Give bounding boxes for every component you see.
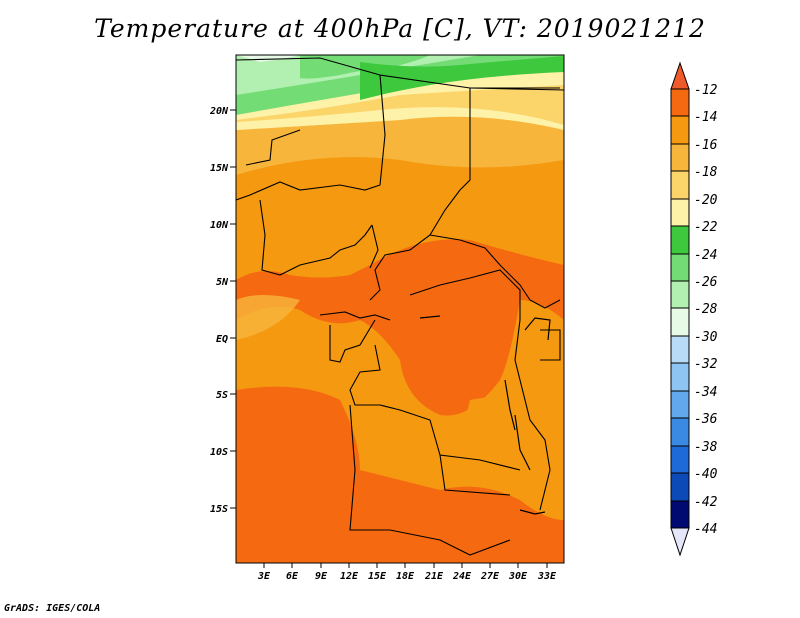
map-title: Temperature at 400hPa [C], VT: 201902121… bbox=[94, 14, 706, 43]
latitude-axis: 20N 15N 10N 5N EQ 5S 10S 15S bbox=[209, 106, 236, 515]
colorbar-swatch bbox=[670, 390, 690, 419]
colorbar-label: -44 bbox=[694, 522, 717, 537]
temperature-field bbox=[236, 55, 564, 563]
colorbar-swatch bbox=[670, 170, 690, 200]
colorbar-label: -12 bbox=[694, 83, 718, 98]
colorbar-swatch bbox=[670, 445, 690, 474]
lat-tick-label: 15S bbox=[210, 504, 228, 515]
country-borders bbox=[236, 57, 564, 556]
lon-tick-label: 18E bbox=[396, 571, 415, 582]
lon-tick-label: 3E bbox=[257, 571, 271, 582]
colorbar-swatch bbox=[670, 88, 690, 117]
colorbar-swatch bbox=[670, 225, 690, 255]
colorbar-label: -14 bbox=[694, 110, 717, 125]
colorbar-swatch bbox=[670, 472, 690, 502]
colorbar-label: -24 bbox=[694, 248, 717, 263]
lat-tick-label: EQ bbox=[216, 334, 228, 345]
colorbar-swatch bbox=[670, 335, 690, 364]
lon-tick-label: 6E bbox=[286, 571, 299, 582]
colorbar-label: -34 bbox=[694, 385, 717, 400]
lon-tick-label: 30E bbox=[508, 571, 528, 582]
colorbar-label: -40 bbox=[694, 467, 718, 482]
colorbar-swatch bbox=[670, 115, 690, 145]
lon-tick-label: 12E bbox=[340, 571, 359, 582]
grads-credit: GrADS: IGES/COLA bbox=[4, 603, 101, 614]
colorbar bbox=[670, 61, 690, 557]
colorbar-label: -18 bbox=[694, 165, 718, 180]
map-border bbox=[235, 54, 565, 564]
colorbar-top-arrow bbox=[670, 61, 690, 90]
lat-tick-label: 10S bbox=[210, 447, 228, 458]
lat-tick-label: 20N bbox=[209, 106, 229, 117]
colorbar-label: -42 bbox=[694, 495, 718, 510]
colorbar-swatch bbox=[670, 362, 690, 392]
colorbar-swatch bbox=[670, 253, 690, 282]
colorbar-label: -20 bbox=[694, 193, 718, 208]
colorbar-swatch bbox=[670, 143, 690, 172]
colorbar-label: -32 bbox=[694, 357, 718, 372]
lat-tick-label: 5N bbox=[216, 277, 229, 288]
colorbar-label: -38 bbox=[694, 440, 718, 455]
colorbar-label: -22 bbox=[694, 220, 718, 235]
lat-tick-label: 10N bbox=[210, 220, 229, 231]
lon-tick-label: 33E bbox=[537, 571, 557, 582]
colorbar-swatch bbox=[670, 280, 690, 309]
colorbar-label: -36 bbox=[694, 412, 718, 427]
colorbar-bottom-arrow bbox=[670, 527, 690, 557]
lat-tick-label: 15N bbox=[210, 163, 229, 174]
lakes bbox=[419, 315, 551, 515]
colorbar-label: -26 bbox=[694, 275, 718, 290]
lat-tick-label: 5S bbox=[216, 390, 228, 401]
colorbar-swatch bbox=[670, 500, 690, 529]
colorbar-label: -30 bbox=[694, 330, 718, 345]
colorbar-label: -28 bbox=[694, 302, 718, 317]
lon-tick-label: 27E bbox=[480, 571, 500, 582]
lon-tick-label: 15E bbox=[368, 571, 387, 582]
lon-tick-label: 21E bbox=[424, 571, 444, 582]
colorbar-label: -16 bbox=[694, 138, 718, 153]
colorbar-swatch bbox=[670, 198, 690, 227]
colorbar-labels: -12 -14 -16 -18 -20 -22 -24 -26 -28 -30 … bbox=[694, 83, 718, 537]
longitude-axis: 3E 6E 9E 12E 15E 18E 21E 24E 27E 30E 33E bbox=[257, 563, 557, 582]
colorbar-swatch bbox=[670, 307, 690, 337]
lon-tick-label: 24E bbox=[452, 571, 472, 582]
lon-tick-label: 9E bbox=[315, 571, 328, 582]
colorbar-swatch bbox=[670, 417, 690, 447]
